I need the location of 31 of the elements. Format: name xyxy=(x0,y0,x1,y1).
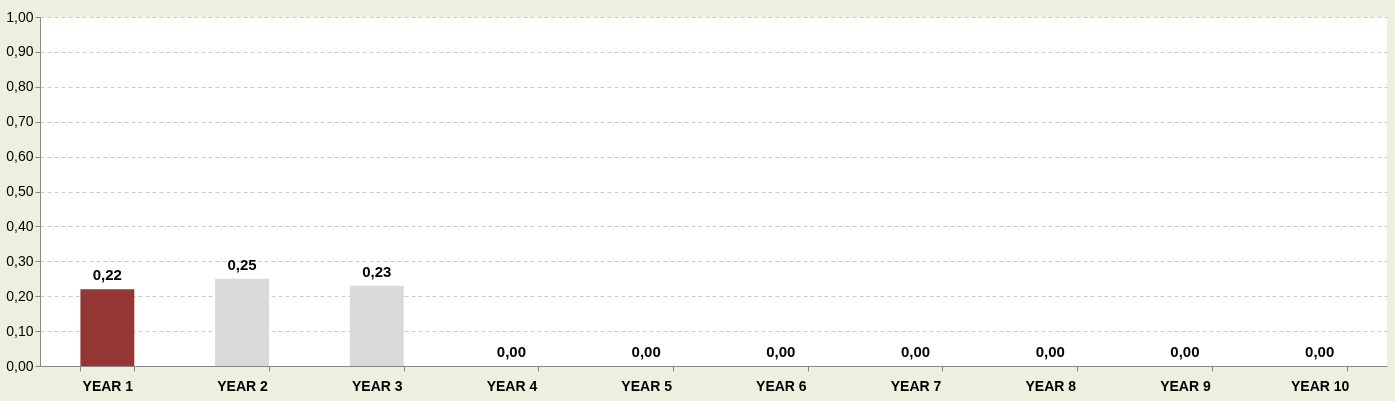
data-label: 0,00 xyxy=(1170,343,1200,360)
x-tick-label: YEAR 9 xyxy=(1160,377,1211,394)
y-tick-label: 0,80 xyxy=(6,78,34,95)
y-tick-label: 0,30 xyxy=(6,252,34,269)
x-tick-label: YEAR 7 xyxy=(890,377,942,394)
data-label: 0,22 xyxy=(92,266,122,284)
data-label: 0,00 xyxy=(900,343,931,360)
y-tick-label: 0,60 xyxy=(6,148,34,165)
data-label: 0,00 xyxy=(766,343,796,360)
data-label: 0,00 xyxy=(1305,343,1335,360)
y-tick-label: 0,10 xyxy=(6,322,34,339)
data-label: 0,23 xyxy=(362,262,392,280)
x-tick-label: YEAR 8 xyxy=(1025,377,1077,394)
x-tick-label: YEAR 1 xyxy=(82,377,134,394)
y-tick-label: 0,40 xyxy=(6,217,34,234)
x-tick-label: YEAR 10 xyxy=(1290,377,1350,394)
x-tick-label: YEAR 2 xyxy=(217,377,269,394)
data-label: 0,00 xyxy=(631,343,661,360)
data-label: 0,00 xyxy=(1035,343,1065,360)
y-tick-label: 0,90 xyxy=(6,43,34,60)
y-tick-label: 1,00 xyxy=(6,8,34,25)
data-label: 0,25 xyxy=(227,255,257,273)
x-tick-label: YEAR 5 xyxy=(621,377,673,394)
x-tick-label: YEAR 6 xyxy=(756,377,807,394)
y-tick-label: 0,70 xyxy=(6,113,34,130)
y-tick-label: 0,50 xyxy=(6,183,34,199)
x-tick-label: YEAR 3 xyxy=(351,377,403,394)
y-tick-label: 0,20 xyxy=(6,287,34,304)
data-label: 0,00 xyxy=(496,343,527,360)
y-tick-label: 0,00 xyxy=(6,357,34,374)
x-tick-label: YEAR 4 xyxy=(486,377,538,394)
